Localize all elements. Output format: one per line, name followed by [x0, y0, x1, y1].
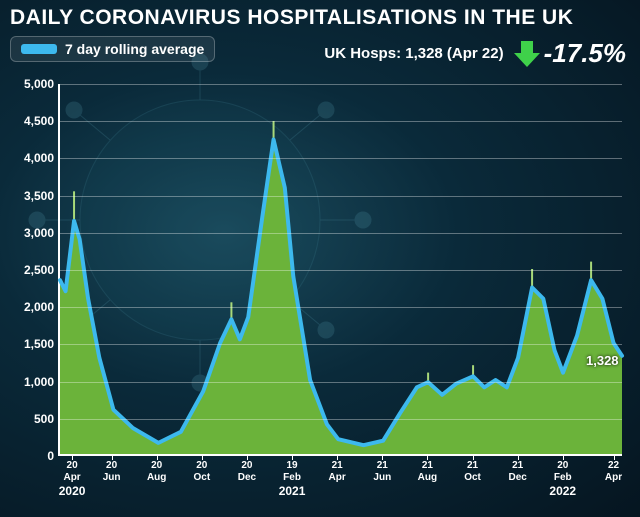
x-axis-label: 20Apr	[63, 460, 80, 483]
y-axis-label: 2,000	[10, 300, 54, 314]
y-axis-label: 4,500	[10, 114, 54, 128]
x-axis-label: 22Apr	[605, 460, 622, 483]
plot-area: 1,328	[58, 84, 622, 456]
y-axis-label: 500	[10, 412, 54, 426]
legend: 7 day rolling average	[10, 36, 215, 62]
arrow-down-icon	[514, 41, 540, 67]
grid-line	[60, 307, 622, 308]
y-axis-label: 0	[10, 449, 54, 463]
legend-swatch	[21, 44, 57, 54]
x-axis-label: 21Jun	[373, 460, 391, 483]
x-axis-year: 2021	[279, 484, 306, 498]
stat-text: UK Hosps: 1,328 (Apr 22)	[324, 45, 503, 62]
grid-line	[60, 270, 622, 271]
legend-label: 7 day rolling average	[65, 41, 204, 57]
grid-line	[60, 121, 622, 122]
grid-line	[60, 419, 622, 420]
y-axis-label: 1,500	[10, 337, 54, 351]
grid-line	[60, 233, 622, 234]
grid-line	[60, 382, 622, 383]
stat-percent: -17.5%	[544, 38, 626, 69]
chart: 1,328 20Apr2020 20Jun 20Aug 20Oct 20Dec 19Feb…	[10, 78, 630, 508]
area-series	[60, 84, 622, 454]
y-axis-label: 1,000	[10, 375, 54, 389]
stat-box: UK Hosps: 1,328 (Apr 22) -17.5%	[324, 38, 626, 69]
x-axis-label: 20Aug	[147, 460, 166, 483]
x-axis-label: 20Jun	[103, 460, 121, 483]
end-value-label: 1,328	[586, 353, 619, 368]
y-axis-label: 3,500	[10, 189, 54, 203]
x-axis: 20Apr2020 20Jun 20Aug 20Oct 20Dec 19Feb2021 21…	[58, 460, 622, 502]
x-axis-label: 20Dec	[238, 460, 256, 483]
grid-line	[60, 196, 622, 197]
x-axis-label: 21Apr	[329, 460, 346, 483]
x-axis-label: 20Oct	[193, 460, 210, 483]
grid-line	[60, 158, 622, 159]
x-axis-year: 2020	[59, 484, 86, 498]
x-axis-year: 2022	[549, 484, 576, 498]
x-axis-label: 21Oct	[464, 460, 481, 483]
y-axis-label: 5,000	[10, 77, 54, 91]
x-axis-label: 21Aug	[418, 460, 437, 483]
grid-line	[60, 344, 622, 345]
x-axis-label: 20Feb	[554, 460, 572, 483]
x-axis-label: 21Dec	[508, 460, 526, 483]
y-axis-label: 3,000	[10, 226, 54, 240]
area-fill	[60, 140, 622, 455]
chart-title: DAILY CORONAVIRUS HOSPITALISATIONS IN TH…	[10, 6, 630, 30]
grid-line	[60, 84, 622, 85]
x-axis-label: 19Feb	[283, 460, 301, 483]
y-axis-label: 2,500	[10, 263, 54, 277]
y-axis-label: 4,000	[10, 151, 54, 165]
